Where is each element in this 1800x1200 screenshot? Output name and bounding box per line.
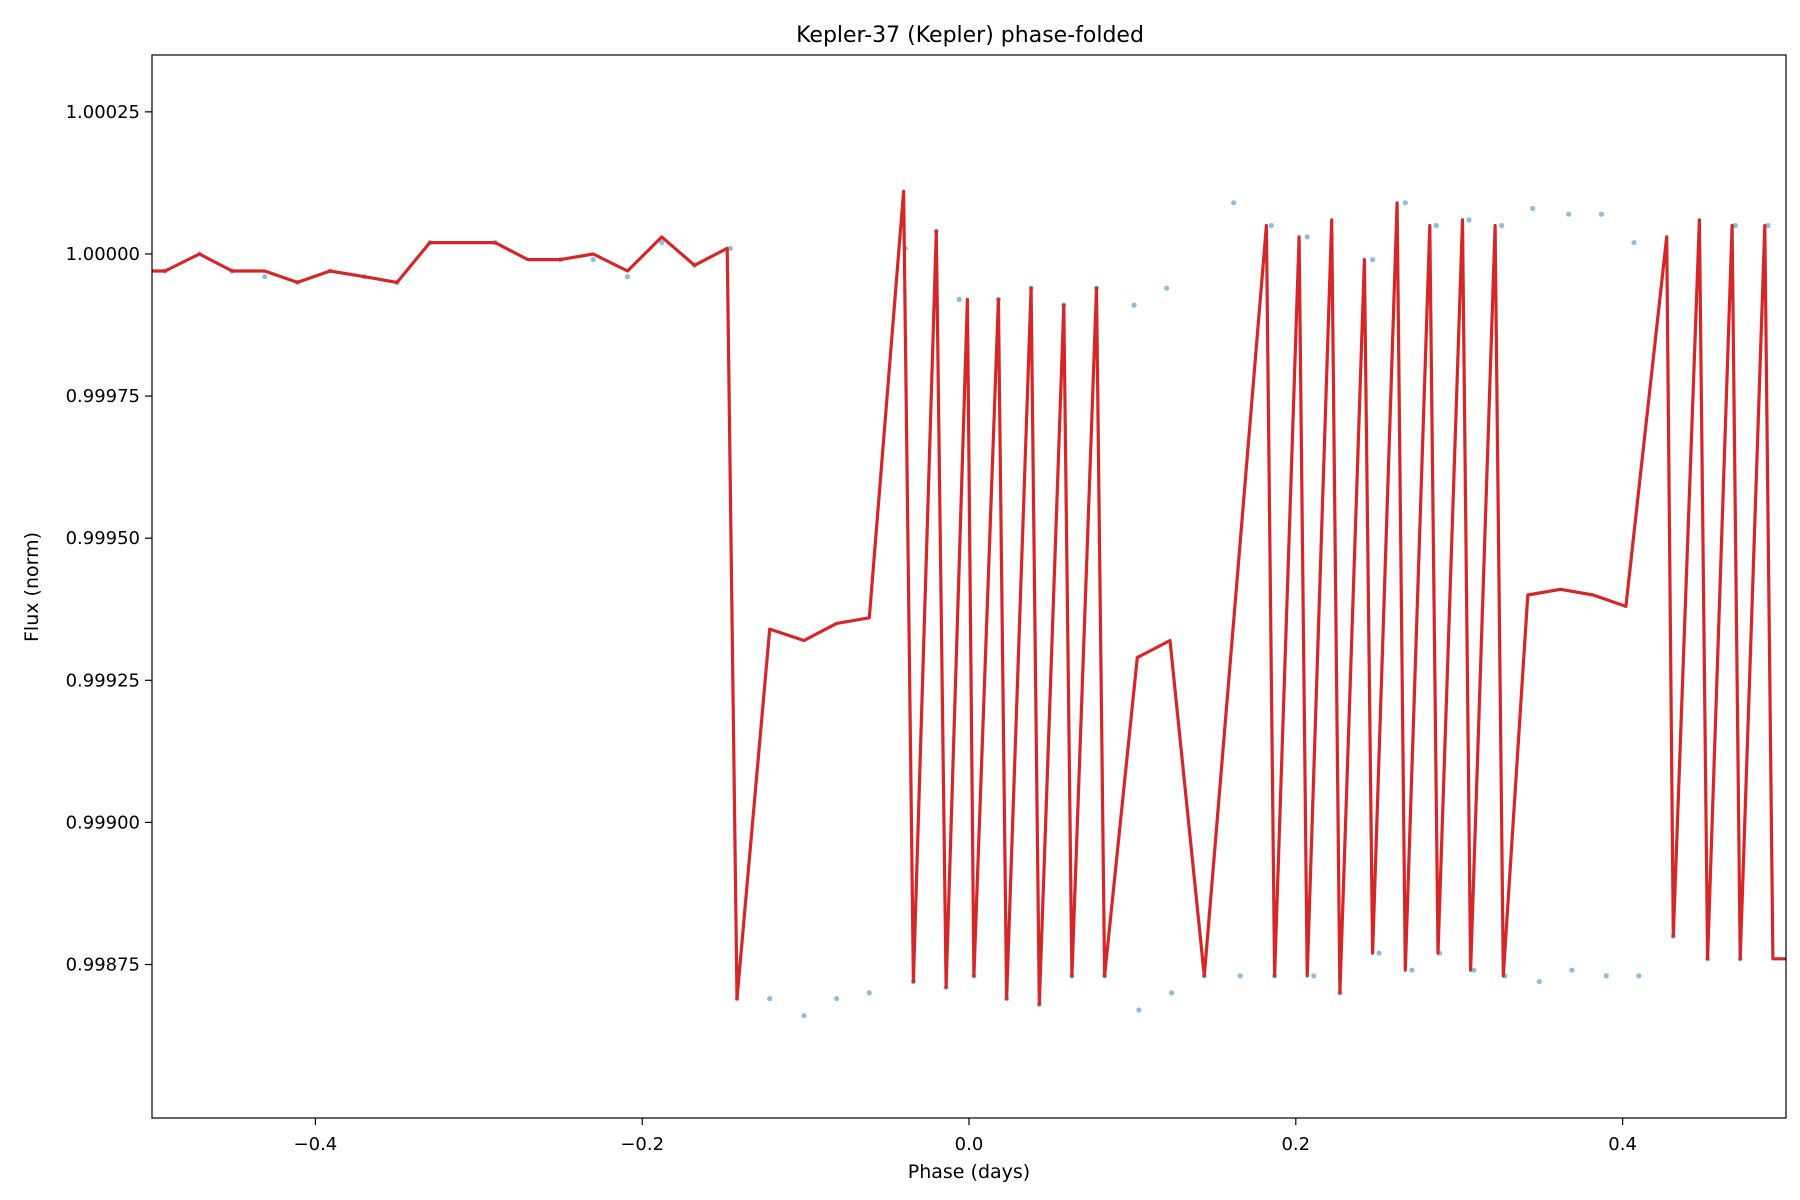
data-point xyxy=(1231,200,1237,206)
data-point xyxy=(1402,200,1408,206)
data-point xyxy=(1765,222,1771,229)
data-point xyxy=(1311,973,1317,979)
data-point xyxy=(1376,950,1382,956)
data-point xyxy=(1471,967,1477,973)
data-point xyxy=(801,1013,807,1019)
data-point xyxy=(1409,967,1415,973)
y-tick-label: 0.99925 xyxy=(66,670,140,691)
x-axis: −0.4 −0.2 0.0 0.2 0.4 xyxy=(294,1118,1637,1155)
y-tick-label: 1.00000 xyxy=(66,244,140,265)
data-point xyxy=(1433,222,1439,229)
y-tick-label: 0.99950 xyxy=(66,528,140,549)
data-point xyxy=(1499,222,1505,229)
x-tick-label: 0.2 xyxy=(1281,1134,1310,1155)
data-point xyxy=(1732,222,1738,229)
data-point xyxy=(727,245,734,251)
data-point xyxy=(1466,217,1472,223)
x-tick-label: 0.4 xyxy=(1608,1134,1637,1155)
data-point xyxy=(1169,990,1175,996)
data-point xyxy=(1370,257,1376,263)
data-point xyxy=(834,996,840,1002)
y-tick-label: 0.99975 xyxy=(66,386,140,407)
y-tick-label: 0.99875 xyxy=(66,955,140,976)
data-point xyxy=(1136,1007,1142,1013)
y-axis: 0.99875 0.99900 0.99925 0.99950 0.99975 1.000… xyxy=(66,102,152,976)
y-axis-label: Flux (norm) xyxy=(21,532,43,642)
data-point xyxy=(1631,240,1637,246)
data-point xyxy=(1598,211,1604,217)
data-point xyxy=(1237,973,1243,979)
data-point xyxy=(590,257,596,263)
x-tick-label: 0.0 xyxy=(955,1134,984,1155)
line-series xyxy=(152,189,1786,1006)
data-point xyxy=(866,990,872,996)
data-point xyxy=(262,274,268,280)
data-point xyxy=(1268,222,1274,229)
chart-title: Kepler-37 (Kepler) phase-folded xyxy=(796,23,1144,48)
data-point xyxy=(767,996,773,1002)
x-tick-label: −0.2 xyxy=(620,1134,664,1155)
data-point xyxy=(1536,979,1542,985)
data-point xyxy=(1131,302,1137,308)
data-point xyxy=(1530,205,1536,212)
data-point xyxy=(1304,234,1310,240)
data-point xyxy=(1566,211,1572,217)
y-tick-label: 1.00025 xyxy=(66,102,140,123)
data-point xyxy=(659,240,665,246)
data-point xyxy=(1636,973,1642,979)
model-line xyxy=(152,189,1786,1006)
data-point xyxy=(1569,967,1575,973)
data-point xyxy=(1164,285,1170,291)
data-point xyxy=(624,274,631,280)
x-tick-label: −0.4 xyxy=(294,1134,338,1155)
data-point xyxy=(956,296,962,302)
data-point xyxy=(1603,973,1609,979)
y-tick-label: 0.99900 xyxy=(66,812,140,833)
x-axis-label: Phase (days) xyxy=(908,1161,1030,1183)
